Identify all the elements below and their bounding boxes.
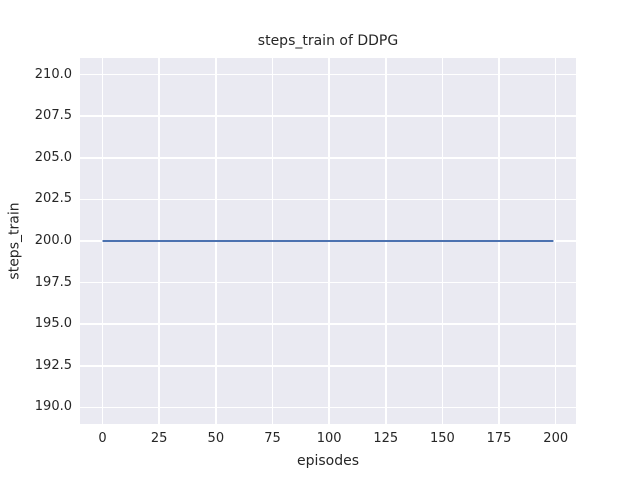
y-tick-label: 207.5 (34, 108, 72, 124)
vertical-gridline (101, 58, 104, 424)
x-tick-label: 50 (207, 431, 225, 446)
y-tick-label: 210.0 (34, 66, 72, 82)
x-tick-label: 100 (316, 431, 342, 446)
y-tick-label: 190.0 (34, 399, 72, 415)
horizontal-gridline (80, 406, 576, 409)
y-tick-label: 202.5 (34, 191, 72, 207)
x-tick-label: 25 (150, 431, 168, 446)
vertical-gridline (554, 58, 557, 424)
y-tick-label: 197.5 (34, 274, 72, 290)
horizontal-gridline (80, 281, 576, 284)
chart-title: steps_train of DDPG (257, 33, 399, 49)
y-tick-label: 192.5 (34, 357, 72, 373)
x-tick-label: 150 (430, 431, 455, 446)
x-tick-label: 200 (543, 431, 569, 446)
x-tick-label: 75 (264, 431, 281, 446)
horizontal-gridline (80, 365, 576, 367)
x-axis-label: episodes (296, 453, 360, 469)
horizontal-gridline (80, 198, 576, 201)
plot-area (80, 58, 576, 424)
series-layer (102, 240, 554, 242)
y-tick-label: 195.0 (34, 316, 72, 332)
x-tick-label: 0 (98, 431, 107, 446)
horizontal-gridline (80, 323, 576, 325)
y-tick-label: 200.0 (34, 233, 72, 248)
horizontal-gridline (80, 157, 576, 159)
horizontal-gridline (80, 115, 576, 117)
x-tick-label: 175 (486, 431, 512, 446)
horizontal-gridline (80, 73, 576, 76)
y-tick-label: 205.0 (34, 149, 72, 165)
x-tick-label: 125 (373, 431, 399, 446)
